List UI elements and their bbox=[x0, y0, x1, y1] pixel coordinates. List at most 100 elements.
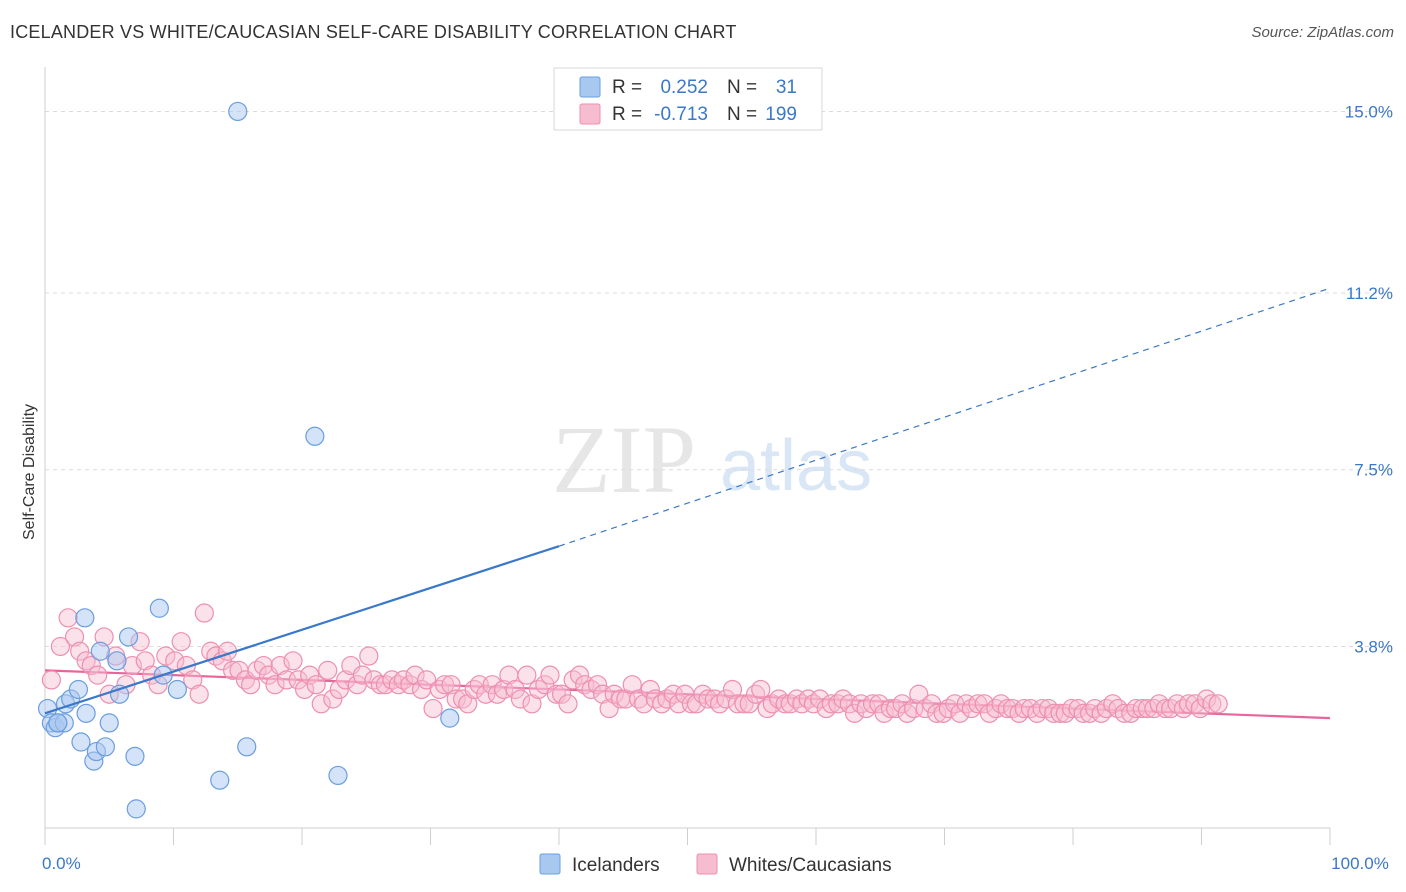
point-icelanders bbox=[71, 732, 91, 752]
legend-swatch-icelanders bbox=[579, 76, 601, 98]
point-whites bbox=[904, 698, 924, 719]
legend-r-label: R = bbox=[612, 77, 642, 98]
point-whites bbox=[165, 651, 185, 671]
point-whites bbox=[41, 670, 62, 690]
point-whites bbox=[476, 684, 496, 704]
point-icelanders bbox=[305, 426, 325, 446]
point-whites bbox=[156, 646, 176, 666]
y-tick-label: 11.2% bbox=[1346, 284, 1393, 303]
point-icelanders bbox=[95, 737, 115, 757]
bottom-legend-label-icelanders: Icelanders bbox=[572, 855, 660, 876]
stats-legend-row-whites: R = -0.713 N = 199 bbox=[579, 103, 797, 125]
point-icelanders bbox=[167, 679, 187, 700]
point-whites bbox=[517, 665, 537, 685]
point-icelanders bbox=[48, 713, 68, 733]
watermark-atlas: atlas bbox=[720, 426, 872, 506]
point-whites bbox=[997, 698, 1018, 719]
legend-r-label: R = bbox=[612, 104, 642, 125]
point-whites bbox=[551, 684, 572, 704]
point-whites bbox=[135, 651, 155, 671]
point-icelanders bbox=[75, 608, 95, 628]
legend-swatch-whites bbox=[579, 103, 601, 125]
point-whites bbox=[270, 655, 290, 676]
y-tick-label: 3.8% bbox=[1354, 637, 1393, 656]
legend-n-value: 199 bbox=[765, 104, 797, 125]
point-whites bbox=[441, 675, 461, 695]
point-whites bbox=[1208, 694, 1228, 714]
point-whites bbox=[974, 694, 994, 714]
point-whites bbox=[622, 675, 642, 695]
point-whites bbox=[294, 679, 315, 700]
point-icelanders bbox=[125, 746, 145, 766]
stats-legend-row-icelanders: R = 0.252 N = 31 bbox=[579, 76, 797, 98]
point-whites bbox=[300, 665, 320, 685]
x-tick-labels: 0.0% 100.0% bbox=[42, 854, 1389, 873]
point-icelanders bbox=[68, 679, 89, 700]
point-icelanders bbox=[99, 713, 119, 733]
bottom-legend-swatch-icelanders bbox=[539, 853, 561, 875]
y-tick-label: 7.5% bbox=[1354, 461, 1393, 480]
point-whites bbox=[844, 703, 865, 723]
point-whites bbox=[435, 675, 455, 695]
watermark-zip: ZIP bbox=[552, 406, 696, 513]
point-whites bbox=[686, 694, 707, 714]
point-whites bbox=[306, 675, 326, 695]
point-whites bbox=[81, 655, 101, 676]
bottom-legend: Icelanders Whites/Caucasians bbox=[539, 853, 892, 876]
legend-n-label: N = bbox=[727, 104, 757, 125]
point-whites bbox=[189, 684, 209, 704]
point-icelanders bbox=[126, 799, 146, 819]
point-whites bbox=[494, 679, 514, 700]
point-whites bbox=[171, 632, 191, 652]
point-whites bbox=[1202, 694, 1222, 714]
point-whites bbox=[1050, 703, 1070, 723]
point-whites bbox=[50, 636, 71, 657]
point-whites bbox=[1044, 703, 1064, 723]
point-whites bbox=[311, 694, 331, 714]
legend-r-value: 0.252 bbox=[660, 77, 708, 98]
point-whites bbox=[950, 703, 970, 723]
chart-title: ICELANDER VS WHITE/CAUCASIAN SELF-CARE D… bbox=[10, 22, 737, 42]
point-whites bbox=[927, 703, 947, 723]
point-whites bbox=[183, 670, 203, 690]
point-whites bbox=[522, 694, 542, 714]
legend-r-value: -0.713 bbox=[654, 104, 708, 125]
point-whites bbox=[739, 694, 759, 714]
point-whites bbox=[505, 679, 525, 700]
y-tick-label: 15.0% bbox=[1345, 102, 1393, 121]
point-whites bbox=[458, 694, 478, 714]
x-tick-label: 100.0% bbox=[1331, 854, 1389, 873]
point-whites bbox=[323, 689, 343, 709]
watermark: ZIP atlas bbox=[552, 406, 872, 513]
point-icelanders bbox=[107, 651, 127, 671]
point-whites bbox=[223, 660, 243, 680]
point-whites bbox=[569, 665, 590, 685]
point-icelanders bbox=[237, 737, 257, 757]
chart-source: Source: ZipAtlas.com bbox=[1251, 24, 1394, 41]
point-whites bbox=[909, 684, 929, 704]
point-whites bbox=[1114, 703, 1135, 723]
point-whites bbox=[329, 679, 349, 700]
point-whites bbox=[288, 670, 308, 690]
point-icelanders bbox=[118, 627, 139, 647]
point-whites bbox=[722, 679, 743, 700]
point-whites bbox=[423, 698, 443, 719]
point-whites bbox=[751, 679, 771, 700]
point-whites bbox=[716, 689, 736, 709]
point-whites bbox=[265, 675, 285, 695]
point-whites bbox=[775, 694, 795, 714]
point-whites bbox=[253, 655, 274, 676]
y-axis-label: Self-Care Disability bbox=[21, 404, 38, 540]
x-tick-label: 0.0% bbox=[42, 854, 81, 873]
point-whites bbox=[64, 627, 85, 647]
point-whites bbox=[810, 689, 830, 709]
stats-legend: R = 0.252 N = 31 R = -0.713 N = 199 bbox=[553, 67, 823, 131]
point-whites bbox=[728, 694, 748, 714]
point-whites bbox=[417, 670, 437, 690]
point-whites bbox=[587, 675, 608, 695]
point-whites bbox=[593, 684, 613, 704]
point-icelanders bbox=[90, 641, 110, 661]
point-whites bbox=[276, 670, 297, 690]
legend-n-value: 31 bbox=[776, 77, 797, 98]
